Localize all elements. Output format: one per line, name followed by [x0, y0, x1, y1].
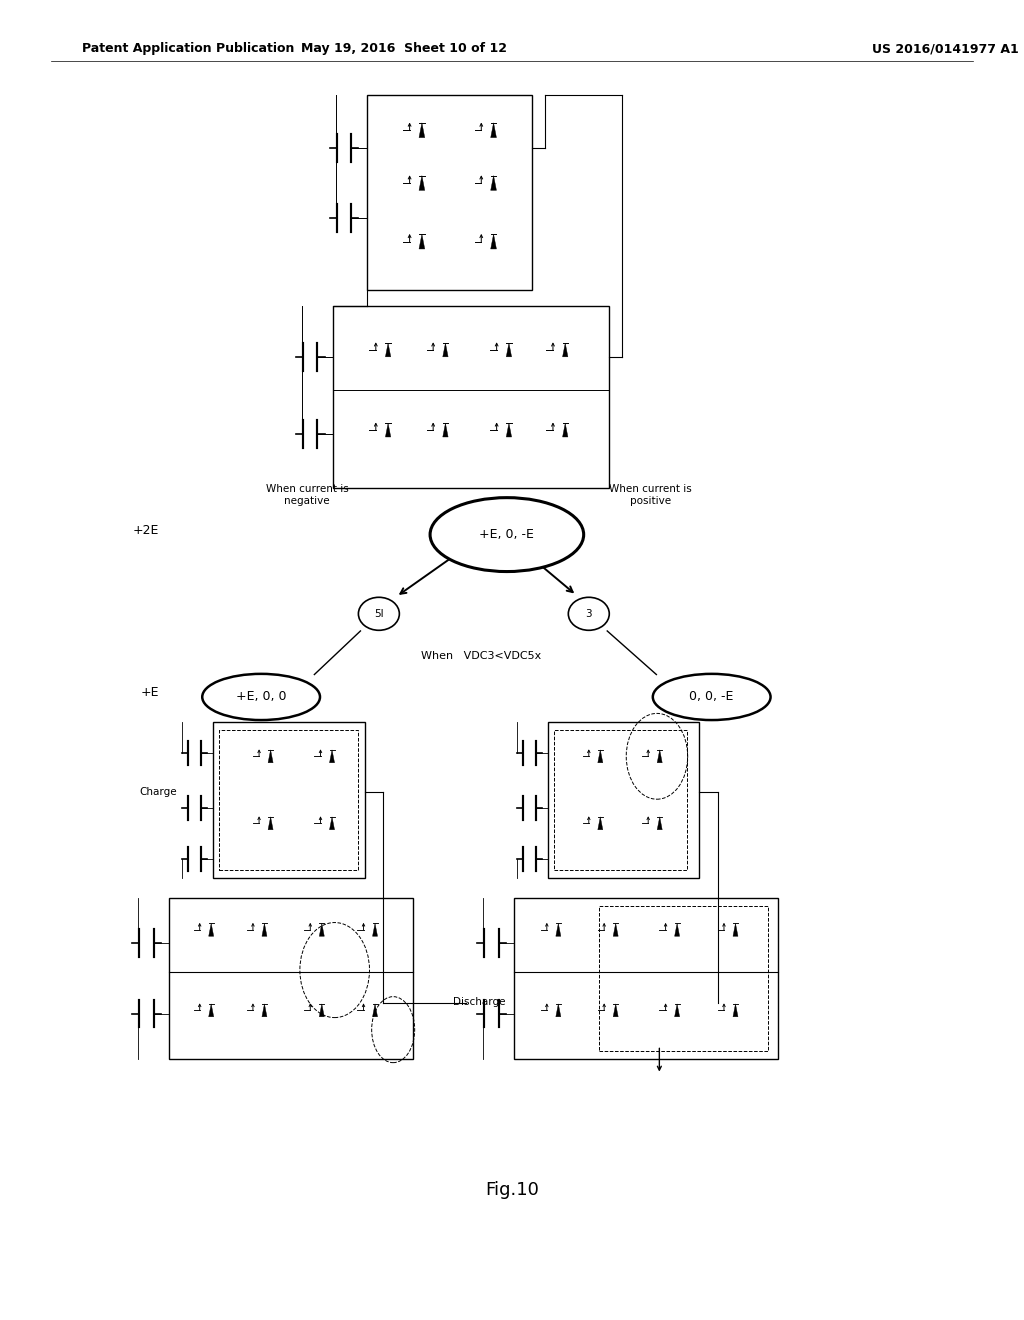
Ellipse shape — [358, 597, 399, 630]
Bar — [514, 898, 778, 1059]
Bar — [554, 730, 687, 870]
Polygon shape — [675, 924, 680, 936]
Text: 0, 0, -E: 0, 0, -E — [689, 690, 734, 704]
Polygon shape — [598, 750, 603, 763]
Text: 3: 3 — [586, 609, 592, 619]
Polygon shape — [506, 343, 512, 356]
Polygon shape — [556, 924, 561, 936]
Polygon shape — [209, 1005, 214, 1016]
Polygon shape — [209, 924, 214, 936]
Bar — [213, 722, 365, 878]
Text: 5l: 5l — [374, 609, 384, 619]
Polygon shape — [562, 424, 568, 437]
Text: Charge: Charge — [139, 787, 177, 797]
Polygon shape — [442, 424, 449, 437]
Text: +E, 0, 0: +E, 0, 0 — [236, 690, 287, 704]
Polygon shape — [419, 123, 425, 137]
Polygon shape — [330, 817, 335, 830]
Polygon shape — [385, 343, 391, 356]
Polygon shape — [613, 924, 618, 936]
Polygon shape — [490, 176, 497, 190]
Polygon shape — [733, 924, 738, 936]
Polygon shape — [262, 924, 267, 936]
Polygon shape — [598, 817, 603, 830]
Polygon shape — [268, 750, 273, 763]
Text: Fig.10: Fig.10 — [485, 1180, 539, 1199]
Text: Patent Application Publication: Patent Application Publication — [82, 42, 294, 55]
Polygon shape — [373, 1005, 378, 1016]
Polygon shape — [490, 234, 497, 249]
Bar — [219, 730, 358, 870]
Bar — [548, 722, 699, 878]
Polygon shape — [319, 1005, 325, 1016]
Bar — [169, 898, 413, 1059]
Polygon shape — [419, 176, 425, 190]
Polygon shape — [490, 123, 497, 137]
Ellipse shape — [568, 597, 609, 630]
Bar — [599, 906, 768, 1051]
Ellipse shape — [203, 673, 319, 721]
Text: May 19, 2016  Sheet 10 of 12: May 19, 2016 Sheet 10 of 12 — [301, 42, 508, 55]
Polygon shape — [613, 1005, 618, 1016]
Text: Discharge: Discharge — [454, 998, 506, 1007]
Polygon shape — [675, 1005, 680, 1016]
Text: When current is
positive: When current is positive — [609, 484, 691, 506]
Text: +E, 0, -E: +E, 0, -E — [479, 528, 535, 541]
Polygon shape — [319, 924, 325, 936]
Ellipse shape — [430, 498, 584, 572]
Text: When current is
negative: When current is negative — [266, 484, 348, 506]
Ellipse shape — [653, 673, 770, 721]
Polygon shape — [442, 343, 449, 356]
Polygon shape — [562, 343, 568, 356]
Polygon shape — [419, 234, 425, 249]
Text: When   VDC3<VDC5x: When VDC3<VDC5x — [421, 651, 542, 661]
Polygon shape — [373, 924, 378, 936]
Text: +2E: +2E — [132, 524, 159, 537]
Text: US 2016/0141977 A1: US 2016/0141977 A1 — [872, 42, 1019, 55]
Polygon shape — [330, 750, 335, 763]
Polygon shape — [657, 817, 663, 830]
Polygon shape — [268, 817, 273, 830]
Polygon shape — [556, 1005, 561, 1016]
Polygon shape — [262, 1005, 267, 1016]
Polygon shape — [506, 424, 512, 437]
Polygon shape — [733, 1005, 738, 1016]
Text: +E: +E — [140, 686, 159, 700]
Bar — [367, 95, 532, 290]
Polygon shape — [657, 750, 663, 763]
Bar — [333, 306, 609, 488]
Polygon shape — [385, 424, 391, 437]
